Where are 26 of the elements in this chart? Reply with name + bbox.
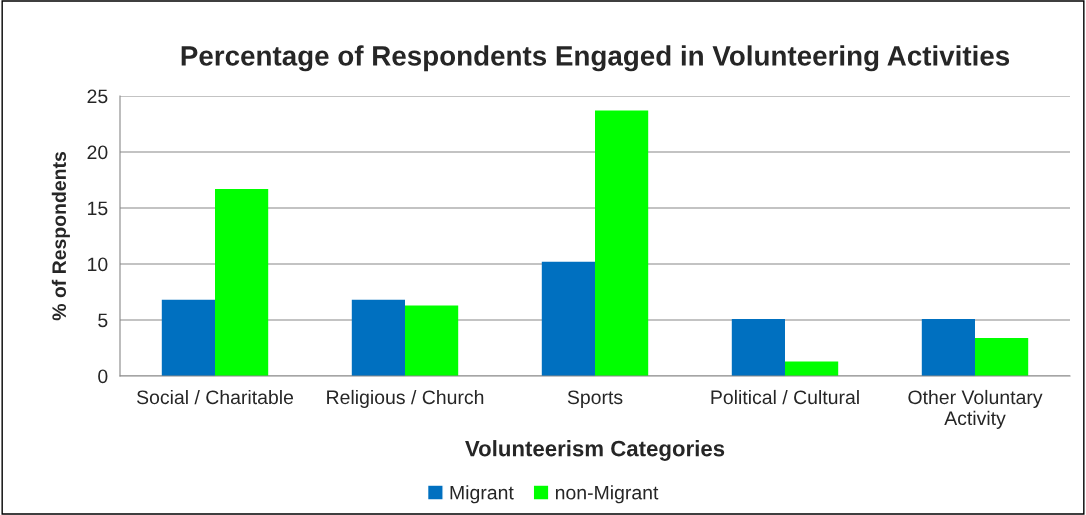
y-tick-label: 10 bbox=[88, 257, 108, 272]
bar bbox=[975, 337, 1029, 376]
bar bbox=[541, 261, 595, 376]
chart-title: Percentage of Respondents Engaged in Volunteering Activities bbox=[181, 45, 1010, 72]
y-tick-label: 5 bbox=[98, 313, 108, 328]
x-tick-label: Social / Charitable bbox=[136, 389, 294, 405]
legend-label: non-Migrant bbox=[555, 485, 659, 504]
bar bbox=[785, 361, 839, 376]
bar bbox=[595, 110, 649, 376]
bar bbox=[161, 299, 215, 376]
y-tick-label: 20 bbox=[87, 145, 108, 160]
bar bbox=[405, 305, 459, 376]
y-tick-label: 0 bbox=[98, 369, 108, 384]
x-tick-label: Other Voluntary Activity bbox=[908, 389, 1043, 429]
bar bbox=[351, 299, 405, 376]
bar bbox=[731, 318, 785, 376]
y-tick-label: 25 bbox=[87, 89, 108, 104]
x-axis-title: Volunteerism Categories bbox=[465, 440, 725, 461]
y-tick-label: 15 bbox=[88, 201, 108, 216]
x-tick-label: Sports bbox=[567, 390, 623, 409]
x-tick-label: Political / Cultural bbox=[711, 389, 859, 405]
bar bbox=[921, 318, 975, 376]
y-axis-title: % of Respondents bbox=[51, 151, 70, 321]
legend-label: Migrant bbox=[450, 485, 514, 504]
x-tick-label: Religious / Church bbox=[327, 389, 484, 409]
bar bbox=[215, 188, 269, 376]
